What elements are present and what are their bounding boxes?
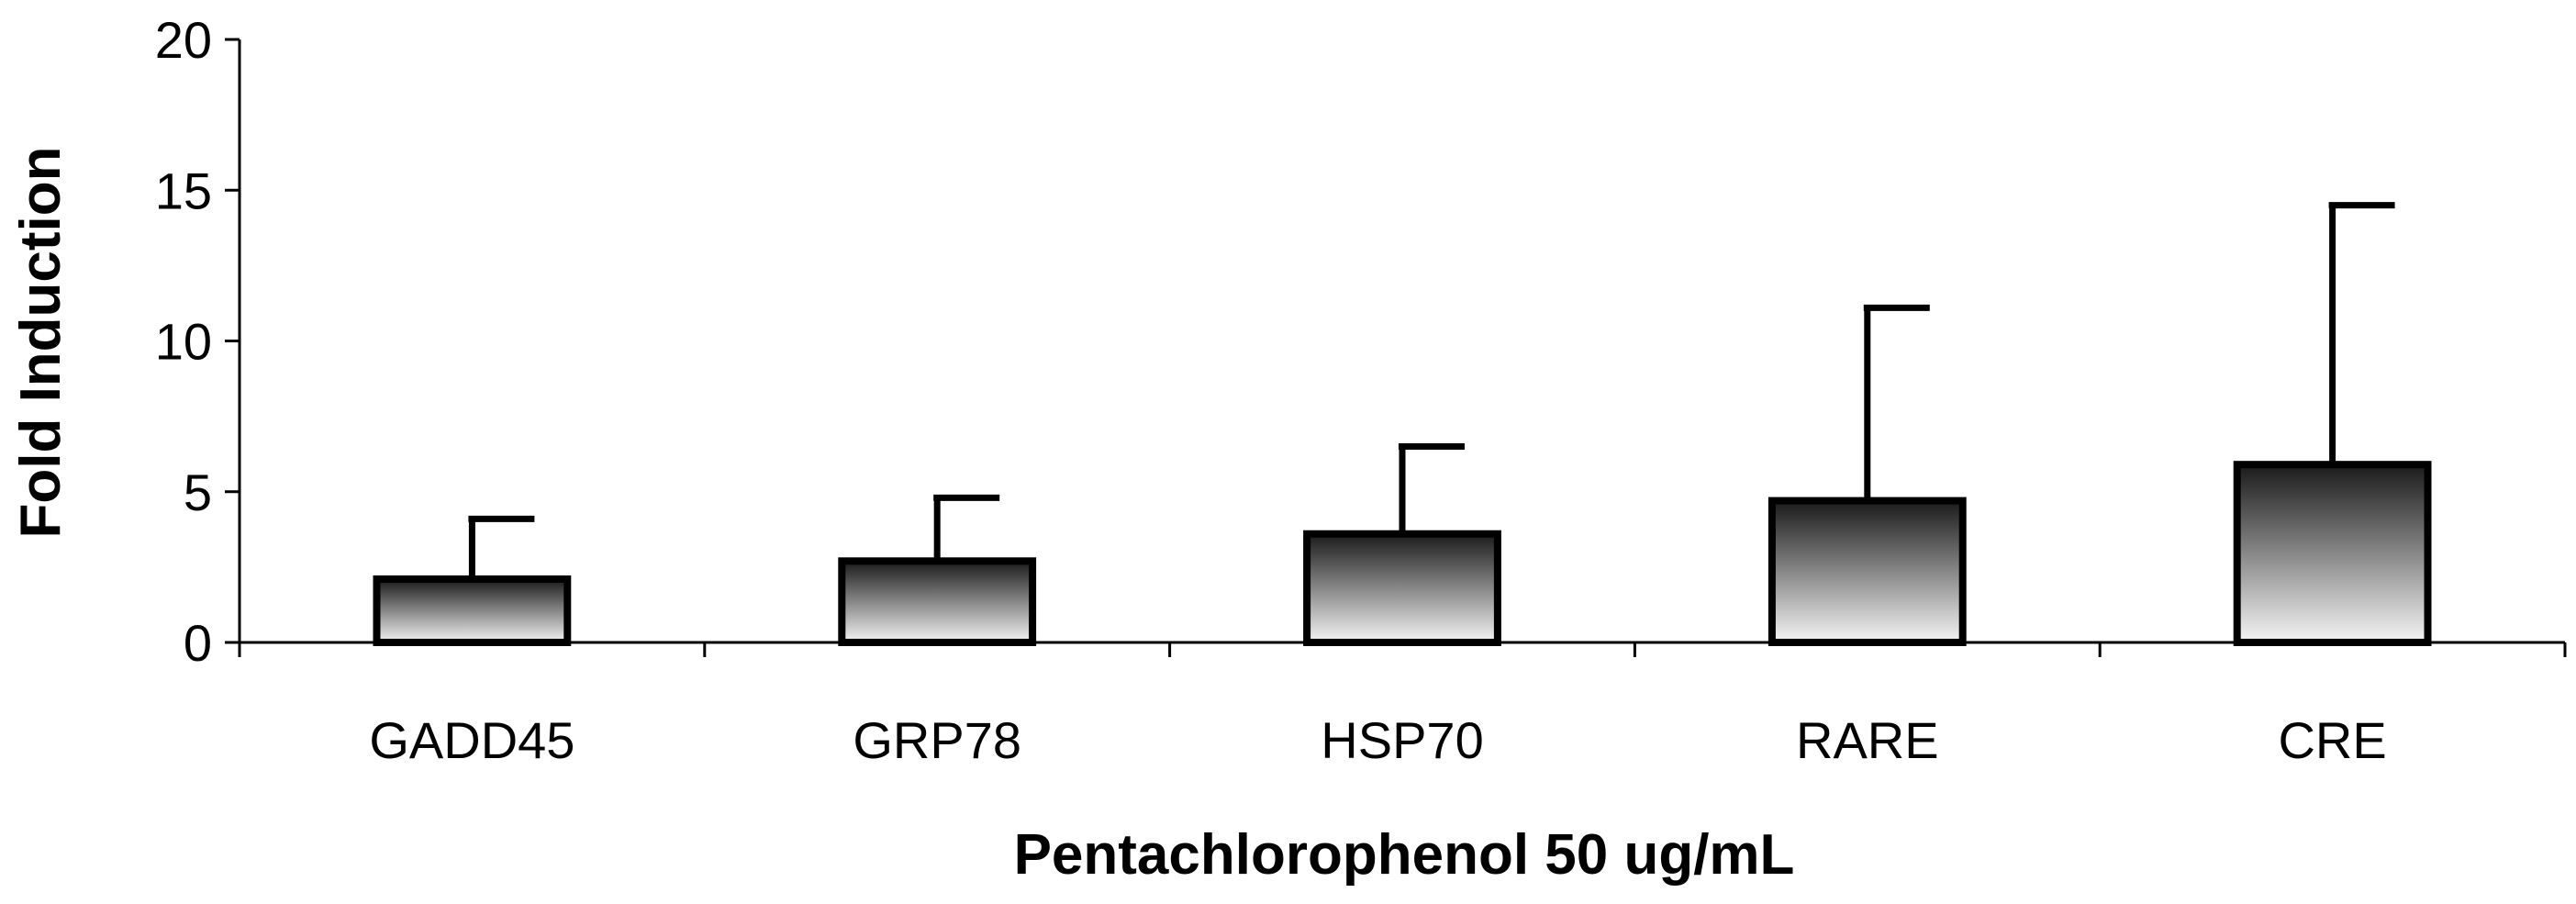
x-tick-label: CRE xyxy=(2278,711,2386,769)
x-tick-label: RARE xyxy=(1796,711,1939,769)
x-tick-label: GRP78 xyxy=(853,711,1021,769)
y-tick-label: 5 xyxy=(184,463,212,521)
bar-hsp70 xyxy=(1303,530,1501,646)
x-axis-title: Pentachlorophenol 50 ug/mL xyxy=(1014,823,1795,887)
bar-rare xyxy=(1768,497,1967,646)
y-tick-label: 15 xyxy=(155,162,212,219)
y-tick-label: 10 xyxy=(155,313,212,371)
y-axis-title: Fold Induction xyxy=(9,146,72,538)
x-axis-ticks: GADD45 GRP78 HSP70 RARE CRE xyxy=(238,642,2567,769)
error-bars-group xyxy=(468,202,2395,580)
bar-grp78 xyxy=(838,557,1037,646)
bar-cre xyxy=(2233,461,2432,646)
y-tick-label: 20 xyxy=(155,11,212,69)
x-tick-label: HSP70 xyxy=(1321,711,1483,769)
y-axis-ticks: 0 5 10 15 20 xyxy=(155,11,240,672)
bar-gadd45 xyxy=(373,575,572,647)
y-tick-label: 0 xyxy=(184,614,212,672)
bars-group xyxy=(373,461,2432,647)
x-tick-label: GADD45 xyxy=(369,711,574,769)
